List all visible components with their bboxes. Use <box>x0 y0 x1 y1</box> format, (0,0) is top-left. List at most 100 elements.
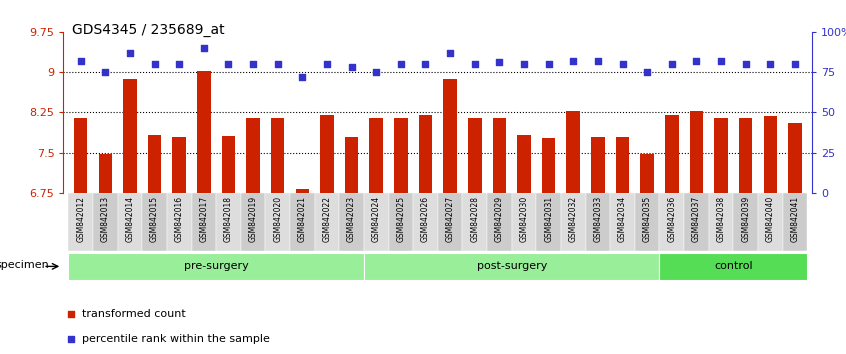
Text: pre-surgery: pre-surgery <box>184 261 249 272</box>
Text: GSM842013: GSM842013 <box>101 196 110 242</box>
Point <box>739 61 752 67</box>
Point <box>714 58 728 64</box>
Point <box>616 61 629 67</box>
Text: transformed count: transformed count <box>82 309 186 319</box>
Text: GSM842034: GSM842034 <box>618 196 627 242</box>
FancyBboxPatch shape <box>167 193 191 251</box>
Point <box>74 58 87 64</box>
Text: GSM842035: GSM842035 <box>643 196 651 242</box>
Bar <box>124 79 137 193</box>
Text: GSM842027: GSM842027 <box>446 196 454 242</box>
Bar <box>271 118 284 193</box>
Point <box>173 61 186 67</box>
Text: GSM842015: GSM842015 <box>150 196 159 242</box>
FancyBboxPatch shape <box>413 193 438 251</box>
Bar <box>197 71 211 193</box>
Bar <box>739 118 752 193</box>
Point <box>591 58 605 64</box>
FancyBboxPatch shape <box>364 253 660 280</box>
Bar <box>345 137 359 193</box>
Bar <box>665 115 678 193</box>
Bar <box>74 118 87 193</box>
Text: GSM842036: GSM842036 <box>667 196 676 242</box>
Text: GSM842038: GSM842038 <box>717 196 726 242</box>
FancyBboxPatch shape <box>142 193 167 251</box>
Text: GSM842030: GSM842030 <box>519 196 529 242</box>
FancyBboxPatch shape <box>684 193 709 251</box>
Bar <box>295 189 309 193</box>
Point <box>370 69 383 75</box>
Point <box>468 61 481 67</box>
Text: GSM842033: GSM842033 <box>593 196 602 242</box>
Text: specimen: specimen <box>0 260 49 270</box>
Point <box>640 69 654 75</box>
FancyBboxPatch shape <box>191 193 216 251</box>
Text: post-surgery: post-surgery <box>476 261 547 272</box>
Text: GSM842028: GSM842028 <box>470 196 479 242</box>
Point <box>222 61 235 67</box>
Text: GSM842032: GSM842032 <box>569 196 578 242</box>
Point <box>542 61 556 67</box>
Bar <box>246 118 260 193</box>
Point <box>246 61 260 67</box>
Point <box>345 64 359 70</box>
Point <box>689 58 703 64</box>
FancyBboxPatch shape <box>487 193 512 251</box>
Text: GSM842023: GSM842023 <box>347 196 356 242</box>
Text: GSM842026: GSM842026 <box>421 196 430 242</box>
FancyBboxPatch shape <box>93 193 118 251</box>
Point <box>98 69 112 75</box>
Text: GSM842029: GSM842029 <box>495 196 504 242</box>
Text: GSM842020: GSM842020 <box>273 196 283 242</box>
Bar <box>468 118 481 193</box>
Text: GSM842018: GSM842018 <box>224 196 233 242</box>
Text: GSM842021: GSM842021 <box>298 196 307 242</box>
Point <box>567 58 580 64</box>
FancyBboxPatch shape <box>512 193 536 251</box>
Bar <box>567 111 580 193</box>
Text: GSM842019: GSM842019 <box>249 196 257 242</box>
Bar <box>764 116 777 193</box>
FancyBboxPatch shape <box>364 193 388 251</box>
Bar <box>788 123 802 193</box>
FancyBboxPatch shape <box>783 193 807 251</box>
Bar <box>517 135 530 193</box>
Point <box>197 45 211 51</box>
Bar <box>616 137 629 193</box>
FancyBboxPatch shape <box>69 253 364 280</box>
FancyBboxPatch shape <box>290 193 315 251</box>
Bar <box>98 154 112 193</box>
FancyBboxPatch shape <box>266 193 290 251</box>
Point <box>394 61 408 67</box>
FancyBboxPatch shape <box>241 193 266 251</box>
FancyBboxPatch shape <box>69 193 93 251</box>
Point <box>320 61 333 67</box>
Text: GSM842014: GSM842014 <box>125 196 135 242</box>
Point <box>517 61 530 67</box>
Bar <box>714 118 728 193</box>
FancyBboxPatch shape <box>536 193 561 251</box>
Point <box>665 61 678 67</box>
Text: GSM842016: GSM842016 <box>175 196 184 242</box>
FancyBboxPatch shape <box>388 193 413 251</box>
Bar <box>394 118 408 193</box>
Bar <box>689 111 703 193</box>
FancyBboxPatch shape <box>660 193 684 251</box>
FancyBboxPatch shape <box>660 253 807 280</box>
Point <box>764 61 777 67</box>
FancyBboxPatch shape <box>438 193 463 251</box>
FancyBboxPatch shape <box>561 193 585 251</box>
FancyBboxPatch shape <box>339 193 364 251</box>
Text: percentile rank within the sample: percentile rank within the sample <box>82 334 270 344</box>
Point <box>64 311 78 317</box>
Bar <box>370 118 383 193</box>
Point <box>788 61 802 67</box>
Text: GSM842017: GSM842017 <box>200 196 208 242</box>
Text: GSM842031: GSM842031 <box>544 196 553 242</box>
Bar <box>419 115 432 193</box>
Text: control: control <box>714 261 753 272</box>
Text: GSM842012: GSM842012 <box>76 196 85 242</box>
Bar <box>148 136 162 193</box>
Point <box>419 61 432 67</box>
Point <box>148 61 162 67</box>
